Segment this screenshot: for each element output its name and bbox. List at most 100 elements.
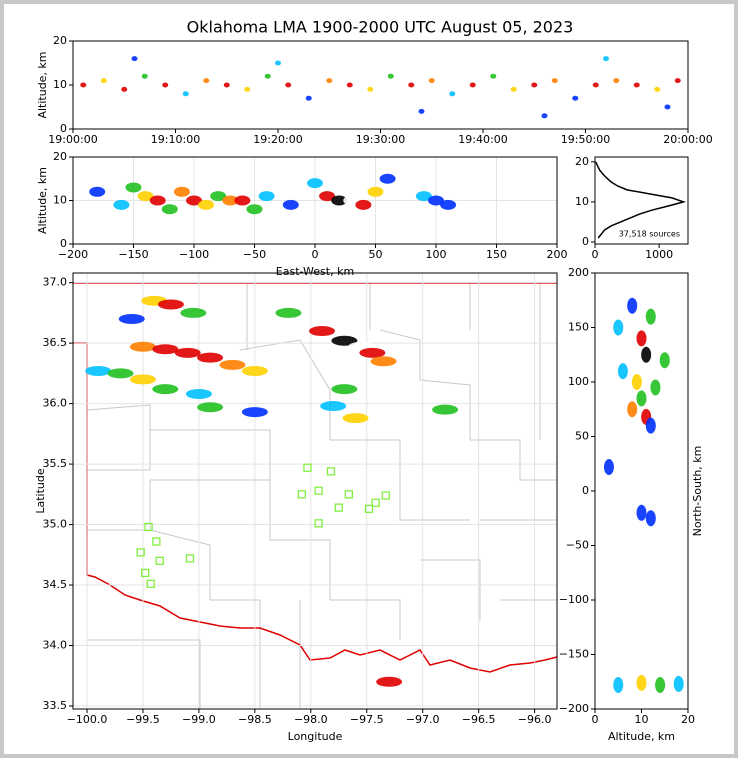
source (241, 365, 268, 376)
y-tick-label: −150 (559, 648, 589, 661)
axes-frame (594, 272, 689, 710)
station (146, 579, 155, 588)
source (244, 86, 251, 92)
source (603, 459, 614, 476)
source (264, 73, 271, 79)
plot-area (595, 161, 687, 239)
source (275, 60, 281, 66)
source (331, 195, 348, 206)
source (367, 186, 384, 197)
source (469, 82, 476, 88)
source (636, 674, 647, 691)
station (155, 556, 164, 565)
source (141, 73, 148, 79)
y-tick-label: 0 (60, 237, 67, 250)
station (326, 467, 336, 476)
y-tick-label: 200 (568, 266, 589, 279)
source (219, 359, 246, 370)
source (346, 82, 353, 88)
x-tick-label: 19:00:00 (48, 133, 97, 146)
source (275, 307, 302, 318)
axes-frame (72, 40, 689, 130)
source (320, 401, 347, 412)
y-tick-label: 150 (568, 321, 589, 334)
y-tick-label: 33.5 (43, 699, 68, 712)
source (326, 78, 333, 84)
plot-area (89, 173, 457, 215)
x-axis-label: Longitude (288, 730, 343, 743)
x-tick-label: 19:30:00 (356, 133, 405, 146)
source (355, 199, 372, 210)
x-tick-label: −99.5 (126, 713, 160, 726)
state-outline (73, 282, 558, 673)
x-tick-label: 1000 (645, 248, 673, 261)
source (641, 346, 652, 363)
y-tick-label: 34.5 (43, 578, 68, 591)
x-tick-label: −150 (118, 248, 148, 261)
source (157, 299, 184, 310)
source (129, 374, 156, 385)
x-tick-label: 19:10:00 (151, 133, 200, 146)
source (415, 191, 432, 202)
source (617, 363, 628, 380)
x-tick-label: −98.0 (294, 713, 328, 726)
station (297, 490, 307, 499)
map-boundaries (86, 283, 557, 709)
source (449, 91, 456, 97)
source (645, 510, 656, 527)
source (633, 82, 640, 88)
station (152, 537, 161, 546)
source (197, 402, 224, 413)
x-axis-label: Altitude, km (608, 730, 675, 743)
source (282, 199, 299, 210)
source (180, 307, 207, 318)
annotation: 37,518 sources (619, 230, 680, 239)
source (541, 113, 548, 119)
source (432, 404, 459, 415)
source (664, 104, 671, 110)
x-tick-label: −98.5 (238, 713, 272, 726)
x-tick-label: 0 (312, 248, 319, 261)
source (234, 195, 251, 206)
source (428, 195, 444, 206)
source (186, 195, 202, 206)
source (636, 390, 647, 407)
x-tick-label: 200 (547, 248, 568, 261)
x-tick-label: 50 (369, 248, 383, 261)
station (141, 568, 150, 578)
station (371, 498, 380, 507)
source (408, 82, 415, 88)
source (655, 677, 666, 694)
source (654, 86, 661, 92)
source (80, 82, 87, 88)
y-tick-label: 35.5 (43, 457, 68, 470)
x-tick-label: 19:40:00 (458, 133, 507, 146)
source (223, 82, 230, 88)
source (197, 352, 224, 363)
source (370, 356, 397, 367)
source (118, 313, 145, 324)
source (367, 86, 374, 92)
source (198, 199, 215, 210)
y-tick-label: −50 (566, 539, 589, 552)
source (627, 297, 638, 314)
source (185, 388, 212, 399)
source (592, 82, 599, 88)
source (137, 191, 154, 202)
axes-frame (72, 272, 558, 710)
x-tick-label: 19:50:00 (561, 133, 610, 146)
source (636, 330, 647, 347)
source (210, 191, 227, 202)
y-tick-label: 20 (53, 150, 67, 163)
source (131, 56, 138, 62)
station (334, 503, 343, 512)
y-axis-label: Latitude (34, 468, 47, 514)
source (645, 308, 656, 325)
source (305, 95, 312, 101)
plot-area (85, 295, 459, 687)
source (152, 384, 179, 395)
y-tick-label: 0 (582, 484, 589, 497)
y-tick-label: 10 (53, 194, 67, 207)
y-tick-label: 36.5 (43, 336, 68, 349)
